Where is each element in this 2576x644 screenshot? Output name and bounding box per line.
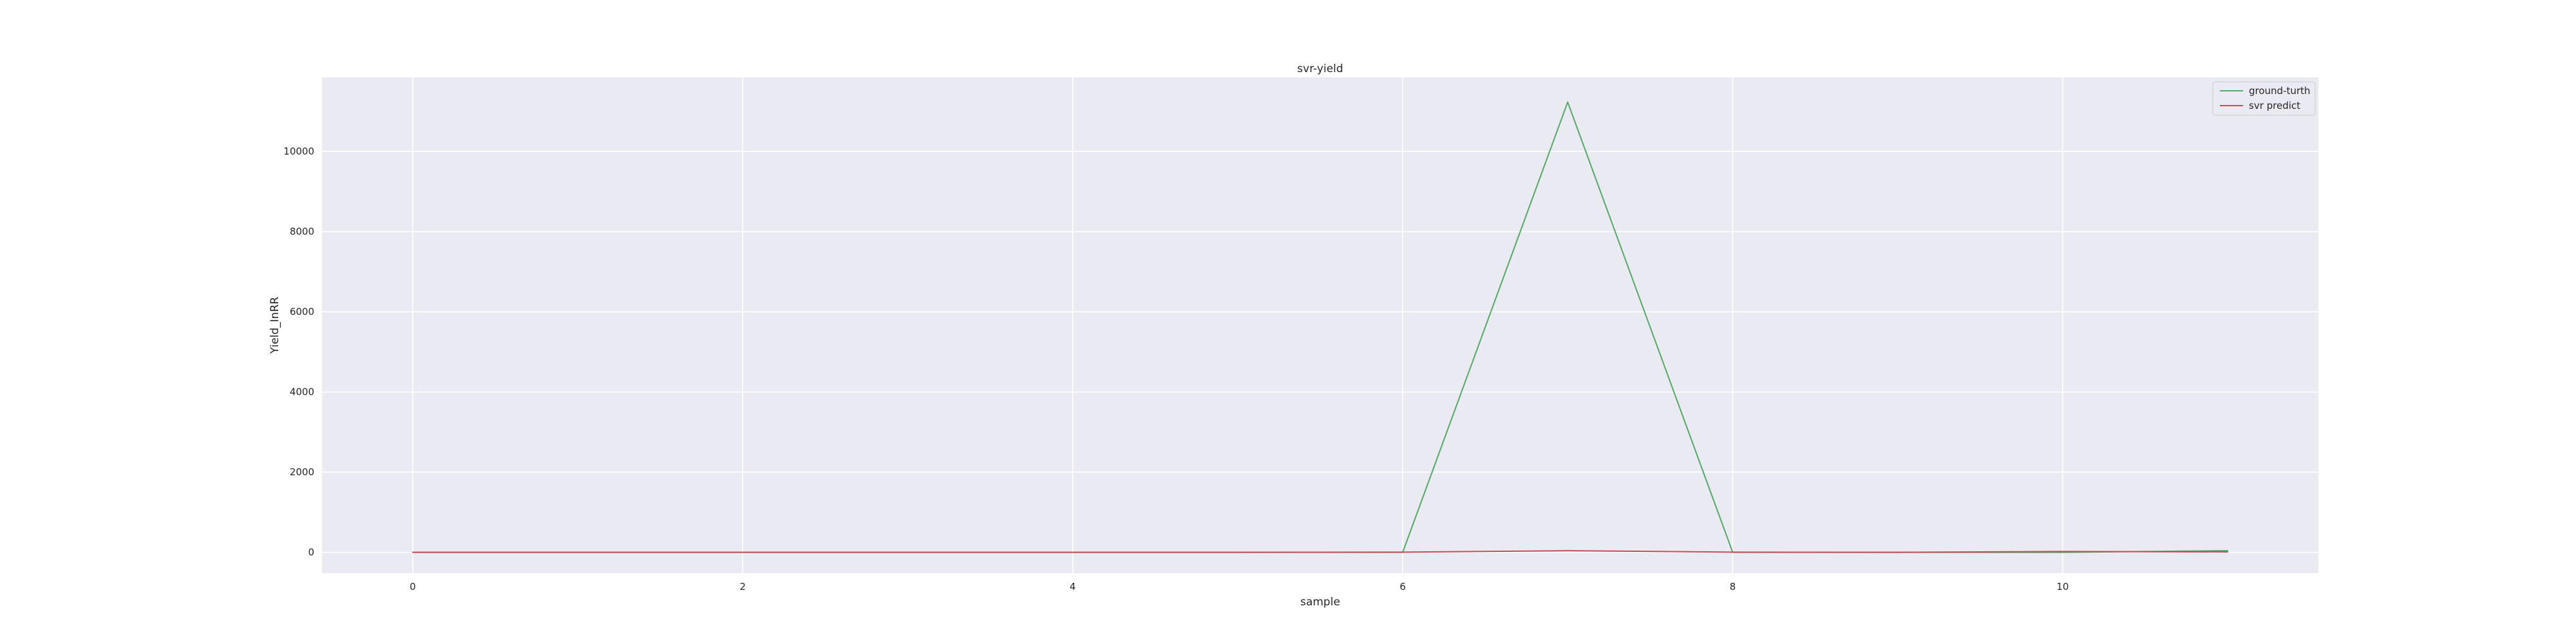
x-tick-label: 6 <box>1399 581 1406 592</box>
tick-labels: 0 2 4 6 8 10 0 2000 4000 6000 8000 10000 <box>283 146 2069 592</box>
legend-label-svr-predict: svr predict <box>2249 100 2300 111</box>
y-tick-label: 2000 <box>290 466 314 478</box>
y-tick-label: 8000 <box>290 226 314 238</box>
x-tick-label: 0 <box>410 581 416 592</box>
x-tick-label: 10 <box>2056 581 2069 592</box>
legend-label-ground-turth: ground-turth <box>2249 85 2310 97</box>
x-tick-label: 8 <box>1730 581 1736 592</box>
series-line-svr-predict <box>412 550 2229 553</box>
chart-title: svr-yield <box>1297 62 1343 75</box>
x-axis-label: sample <box>1300 596 1340 609</box>
y-axis-label: Yield_InRR <box>269 297 281 355</box>
series-lines <box>412 101 2229 553</box>
y-tick-label: 10000 <box>283 146 314 157</box>
plot-area <box>322 77 2318 573</box>
x-tick-label: 4 <box>1070 581 1076 592</box>
legend: ground-turth svr predict <box>2212 81 2316 116</box>
y-tick-label: 4000 <box>290 386 314 398</box>
x-tick-label: 2 <box>740 581 746 592</box>
y-tick-label: 6000 <box>290 306 314 317</box>
y-tick-label: 0 <box>308 547 314 558</box>
